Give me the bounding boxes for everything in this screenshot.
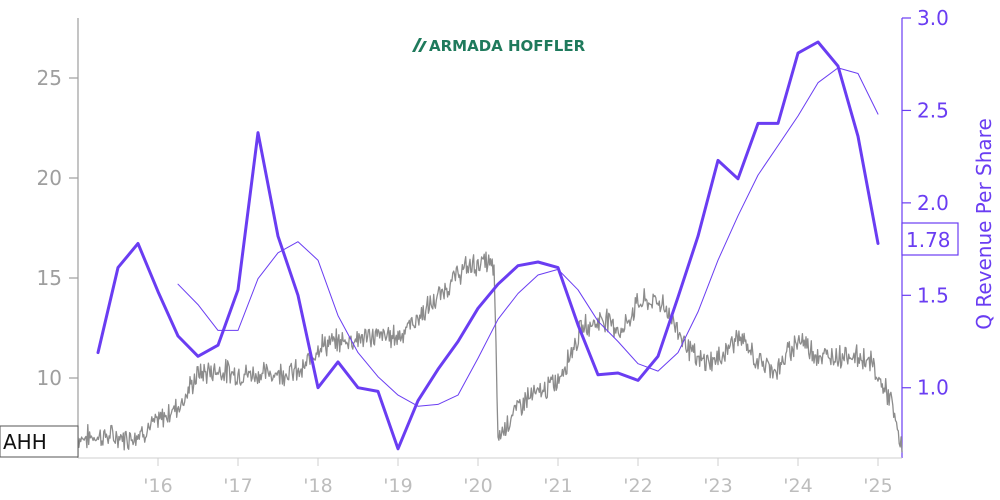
right-tick-label: 2.0 — [917, 191, 949, 215]
x-tick-label: '23 — [703, 475, 732, 497]
left-tick-label: 15 — [37, 266, 62, 290]
x-tick-label: '19 — [383, 475, 412, 497]
left-axis-ticks: 10 15 20 25 — [37, 66, 78, 390]
ticker-label: AHH — [3, 430, 47, 454]
x-tick-label: '21 — [543, 475, 572, 497]
right-axis-label: Q Revenue Per Share — [972, 118, 996, 330]
series-line-price — [77, 251, 903, 453]
last-value-box — [901, 222, 959, 256]
x-tick-label: '24 — [783, 475, 812, 497]
series-line-thick — [96, 40, 880, 451]
logo-text: ARMADA HOFFLER — [429, 37, 586, 55]
x-tick-label: '16 — [143, 475, 172, 497]
company-logo: ARMADA HOFFLER — [412, 37, 586, 55]
x-tick-label: '18 — [303, 475, 332, 497]
series-layer — [77, 40, 903, 453]
left-tick-label: 20 — [37, 166, 62, 190]
ticker-flag: AHH — [0, 425, 79, 458]
right-tick-label: 1.5 — [917, 283, 949, 307]
right-tick-label: 2.5 — [917, 98, 949, 122]
x-tick-label: '25 — [863, 475, 892, 497]
right-axis-ticks: 1.0 1.5 2.0 2.5 3.0 — [902, 6, 949, 400]
ticker-box — [0, 425, 79, 458]
right-tick-label: 3.0 — [917, 6, 949, 30]
last-value-flag: 1.78 — [901, 222, 959, 256]
left-tick-label: 10 — [37, 366, 62, 390]
x-axis-ticks: '16 '17 '18 '19 '20 '21 '22 '23 '24 '25 — [143, 458, 893, 497]
last-value-label: 1.78 — [906, 228, 951, 252]
series-line-thin — [177, 67, 879, 407]
right-tick-label: 1.0 — [917, 376, 949, 400]
x-tick-label: '22 — [623, 475, 652, 497]
x-tick-label: '20 — [463, 475, 492, 497]
logo-mark-icon — [412, 38, 427, 52]
left-tick-label: 25 — [37, 66, 62, 90]
x-tick-label: '17 — [223, 475, 252, 497]
